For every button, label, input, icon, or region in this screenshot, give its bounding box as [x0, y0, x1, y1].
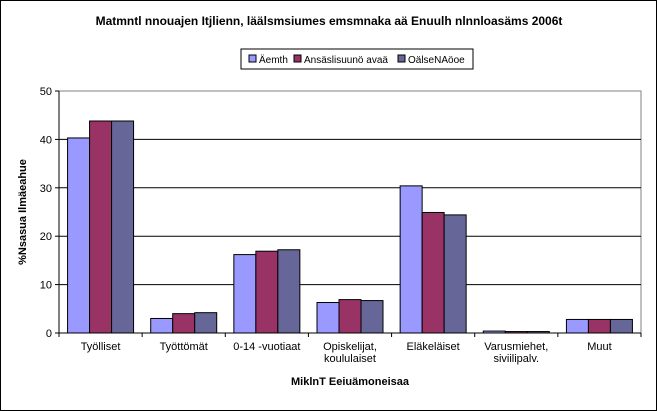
axes	[58, 91, 641, 334]
bar	[399, 185, 423, 334]
legend-label: Ansäslisuunö avaä	[304, 55, 388, 66]
legend-label: Äemth	[259, 54, 288, 66]
x-tick-label: Muut	[587, 341, 611, 353]
bar	[233, 254, 257, 334]
bar	[67, 137, 91, 334]
x-tick-label: Eläkeläiset	[407, 341, 460, 353]
bar	[609, 318, 633, 334]
bar	[316, 302, 340, 334]
bar	[172, 313, 196, 334]
x-tick-label: koululaiset	[324, 353, 376, 365]
y-tick-label: 50	[40, 86, 52, 98]
x-axis-ticks: Työlliset Työttömät 0-14 -vuotiaat Opiskeli…	[58, 333, 642, 365]
x-tick-label: 0-14 -vuotiaat	[233, 341, 300, 353]
bar	[111, 120, 135, 334]
bar	[587, 318, 611, 334]
x-tick-label: Työttömät	[160, 341, 208, 353]
x-tick-label: Opiskelijat,	[323, 341, 377, 353]
bar	[194, 312, 218, 334]
x-axis-title: MiklnT Eeiuämoneisaa	[291, 376, 410, 388]
bar	[338, 299, 362, 334]
y-tick-label: 10	[40, 280, 52, 292]
y-axis-ticks: 0 10 20 30 40 50	[40, 86, 59, 340]
x-tick-label: Varusmiehet,	[484, 341, 548, 353]
bar	[421, 211, 445, 334]
legend-swatch	[293, 54, 302, 63]
legend-swatch	[397, 54, 406, 63]
legend-box	[240, 48, 474, 70]
gridlines	[59, 138, 641, 286]
y-axis-title: %Nsasua Ilmäeahue	[17, 159, 29, 265]
plot-area: 0 10 20 30 40 50 Työlliset Työttömät 0-14 -vuot…	[40, 86, 642, 365]
legend-swatch	[248, 54, 257, 63]
y-tick-label: 20	[40, 231, 52, 243]
y-tick-label: 30	[40, 183, 52, 195]
bar	[360, 300, 384, 334]
legend: Äemth Ansäslisuunö avaä OälseNAöoe	[240, 48, 474, 70]
y-tick-label: 40	[40, 134, 52, 146]
bar	[565, 318, 589, 334]
legend-label: OälseNAöoe	[408, 55, 465, 66]
y-tick-label: 0	[46, 328, 52, 340]
bar	[150, 317, 174, 334]
bar	[255, 250, 279, 334]
bar	[443, 214, 467, 334]
bar	[277, 249, 301, 334]
bar-series	[67, 120, 633, 334]
chart-title: Matmntl nnouajen Itjlienn, läälsmsiumes …	[96, 14, 563, 28]
x-tick-label: Työlliset	[81, 341, 121, 353]
x-tick-label: siviilipalv.	[493, 353, 539, 365]
bar	[89, 120, 113, 334]
plot-background	[58, 90, 642, 334]
